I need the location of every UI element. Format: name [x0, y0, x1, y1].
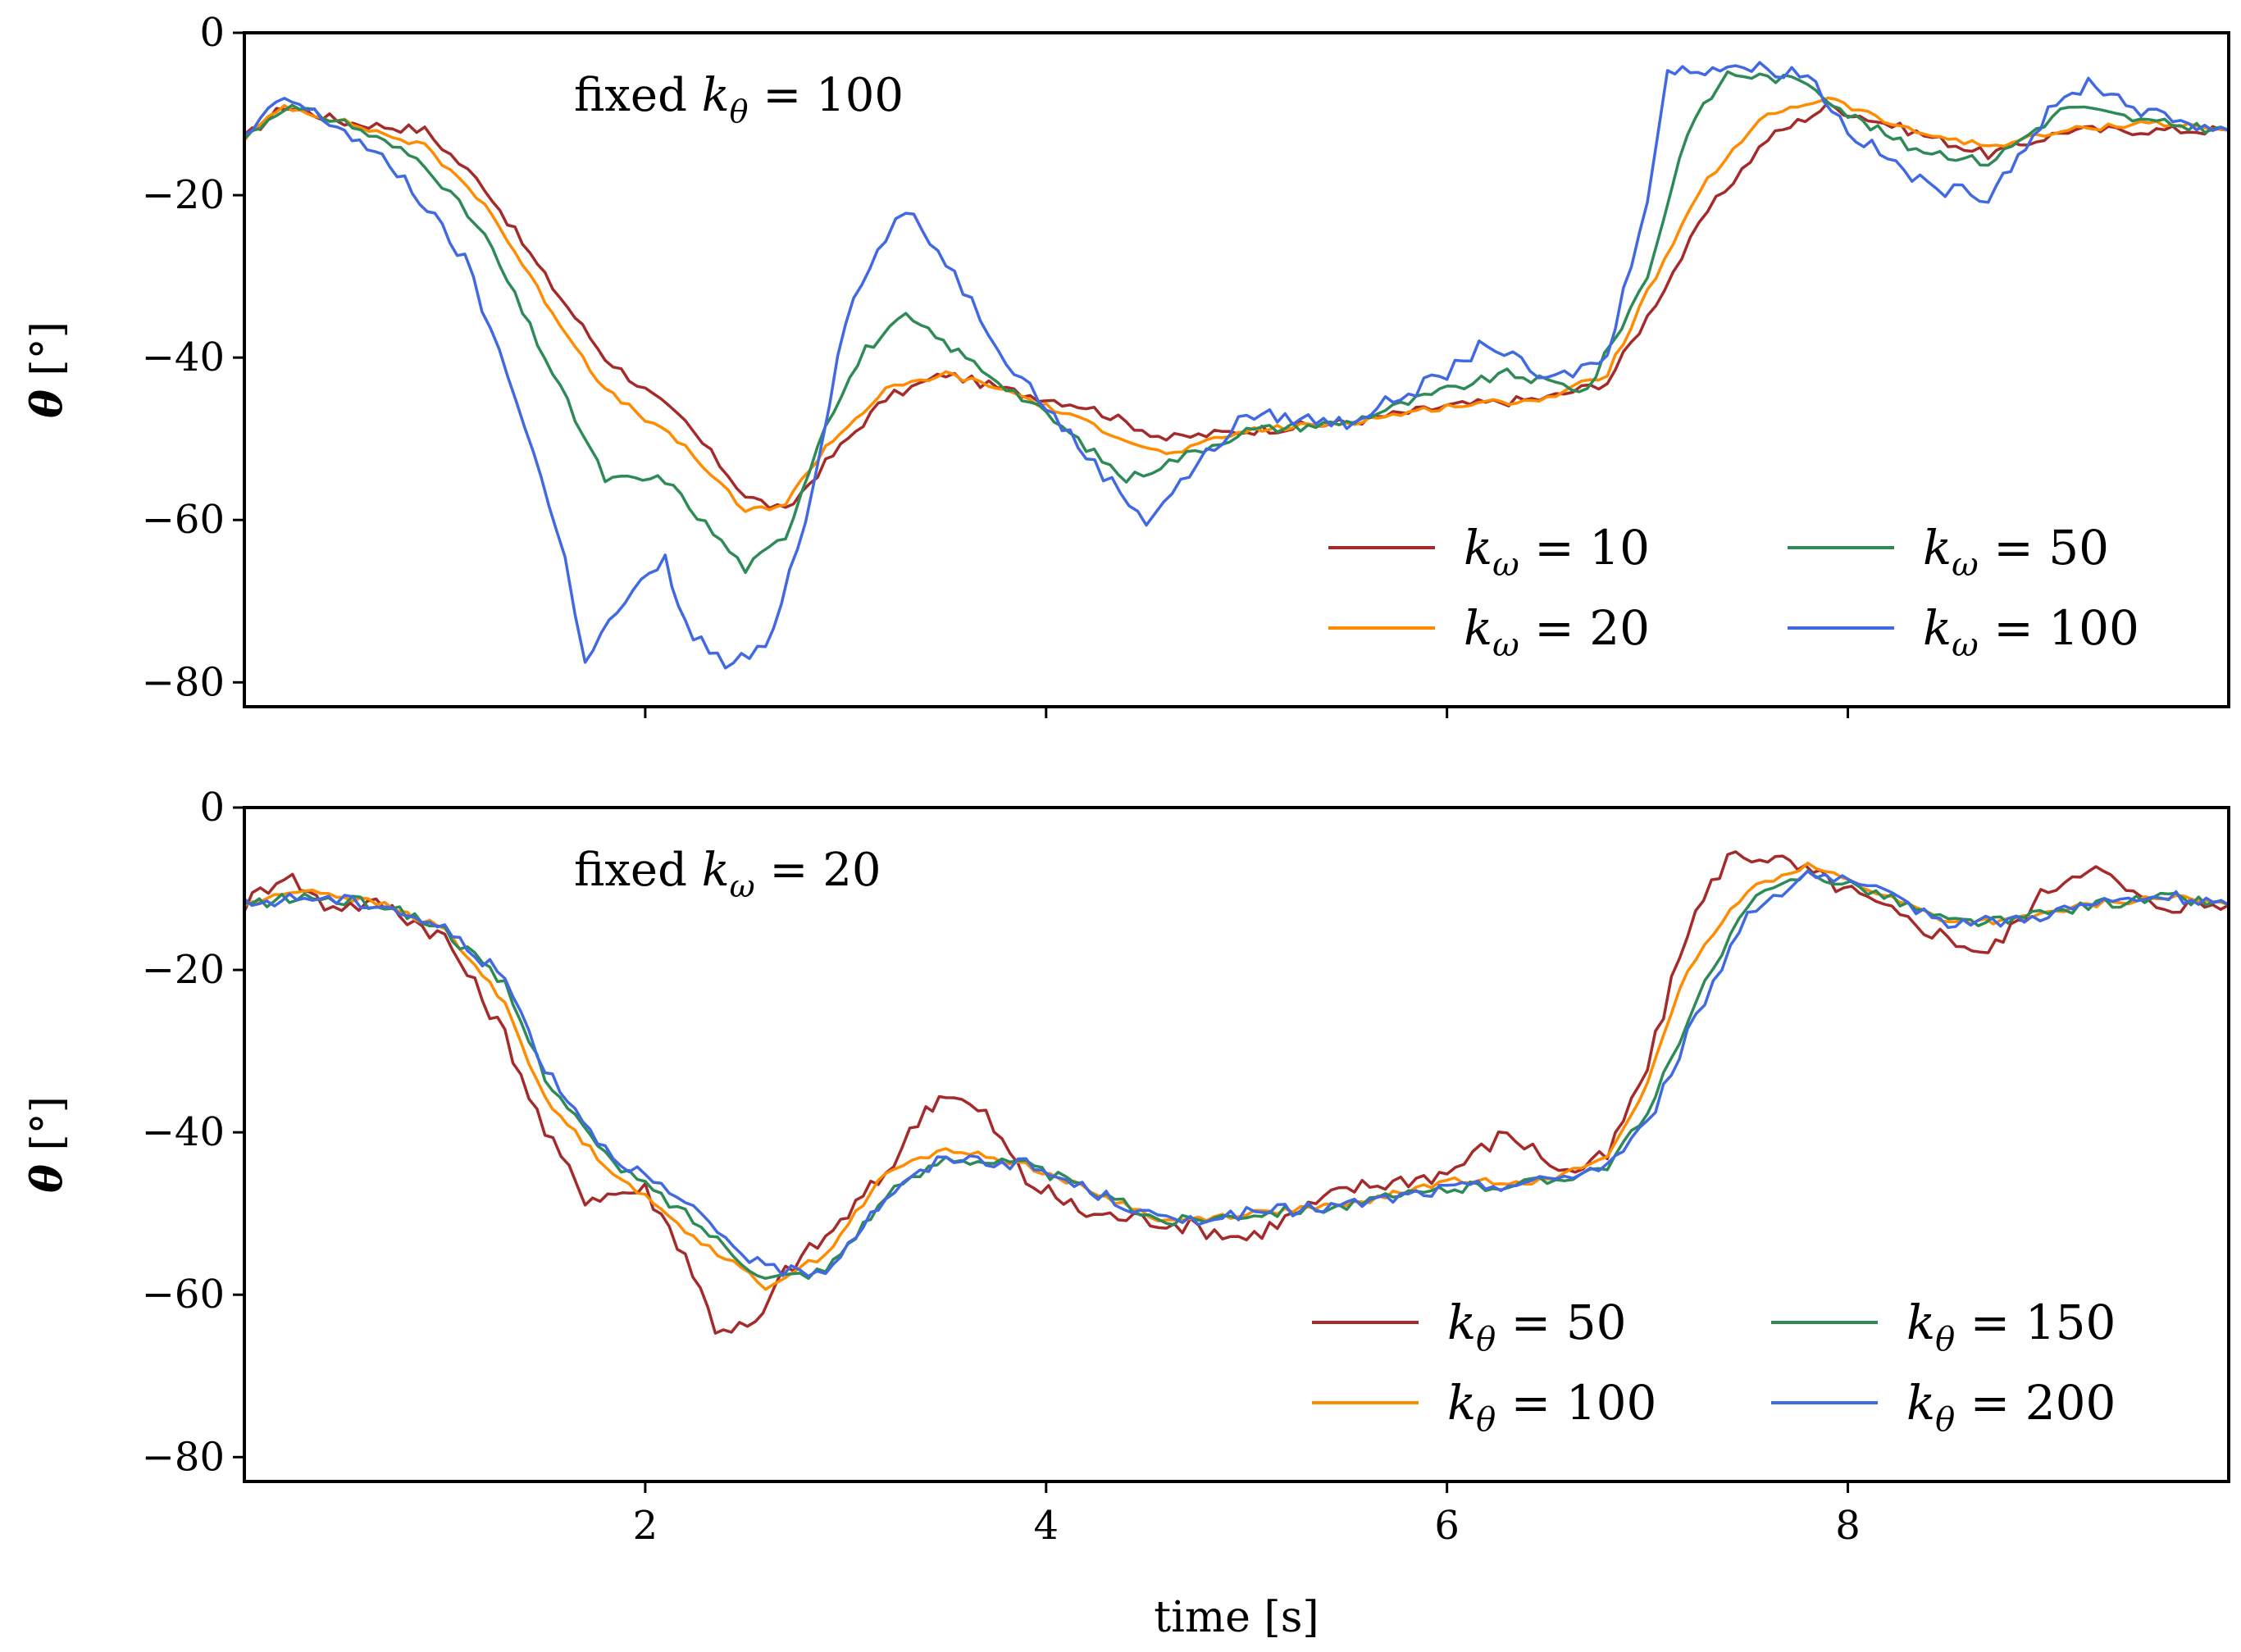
bottom-plot-frame — [243, 806, 2230, 1483]
top-y-label: θ [°] — [22, 321, 72, 418]
y-tick-label: −40 — [142, 334, 225, 380]
legend-label: kω = 100 — [1923, 600, 2139, 664]
top-grid-ticks: 0 −20 −40 −60 −80 — [142, 10, 1850, 718]
legend-label: kθ = 100 — [1447, 1375, 1656, 1439]
series-line-3 — [243, 70, 2230, 575]
series-line-4 — [243, 869, 2230, 1278]
top-legend: kω = 10 kω = 20 kω = 50 kω = 100 — [1328, 520, 2139, 664]
y-tick-label: 0 — [199, 785, 225, 831]
bottom-panel: 0 −20 −40 −60 −80 2 4 6 8 fixed kω = 20 θ [°] kθ… — [22, 785, 2230, 1549]
legend-label: kθ = 50 — [1447, 1295, 1627, 1358]
y-tick-label: −60 — [142, 1272, 225, 1318]
bottom-grid-ticks: 0 −20 −40 −60 −80 2 4 6 8 — [142, 785, 1861, 1549]
x-axis-label: time [s] — [1154, 1593, 1319, 1642]
legend-label: kθ = 150 — [1906, 1295, 2116, 1358]
top-plot-frame — [243, 31, 2230, 708]
bottom-y-label: θ [°] — [22, 1096, 72, 1193]
y-tick-label: −80 — [142, 659, 225, 705]
series-line-1 — [243, 850, 2230, 1335]
series-line-4 — [244, 61, 2230, 670]
series-line-2 — [243, 96, 2230, 513]
legend-label: kω = 20 — [1464, 600, 1650, 664]
y-tick-label: −20 — [142, 947, 225, 993]
x-tick-label: 6 — [1434, 1503, 1460, 1549]
y-tick-label: −20 — [142, 172, 225, 218]
bottom-legend: kθ = 50 kθ = 100 kθ = 150 kθ = 200 — [1312, 1295, 2116, 1439]
legend-label: kω = 10 — [1464, 520, 1650, 584]
series-line-2 — [244, 861, 2230, 1291]
top-annotation: fixed kθ = 100 — [574, 69, 904, 130]
top-panel: 0 −20 −40 −60 −80 fixed kθ = 100 θ [°] kω = … — [22, 10, 2230, 718]
legend-label: kω = 50 — [1923, 520, 2109, 584]
y-tick-label: −80 — [142, 1434, 225, 1480]
legend-label: kθ = 200 — [1906, 1375, 2116, 1439]
x-tick-label: 4 — [1034, 1503, 1059, 1549]
series-line-1 — [243, 101, 2230, 510]
top-series — [243, 61, 2230, 670]
x-tick-label: 2 — [633, 1503, 658, 1549]
bottom-annotation: fixed kω = 20 — [574, 844, 881, 904]
y-tick-label: −60 — [142, 497, 225, 543]
bottom-series — [243, 850, 2230, 1335]
y-tick-label: 0 — [199, 10, 225, 56]
y-tick-label: −40 — [142, 1109, 225, 1155]
x-tick-label: 8 — [1835, 1503, 1861, 1549]
